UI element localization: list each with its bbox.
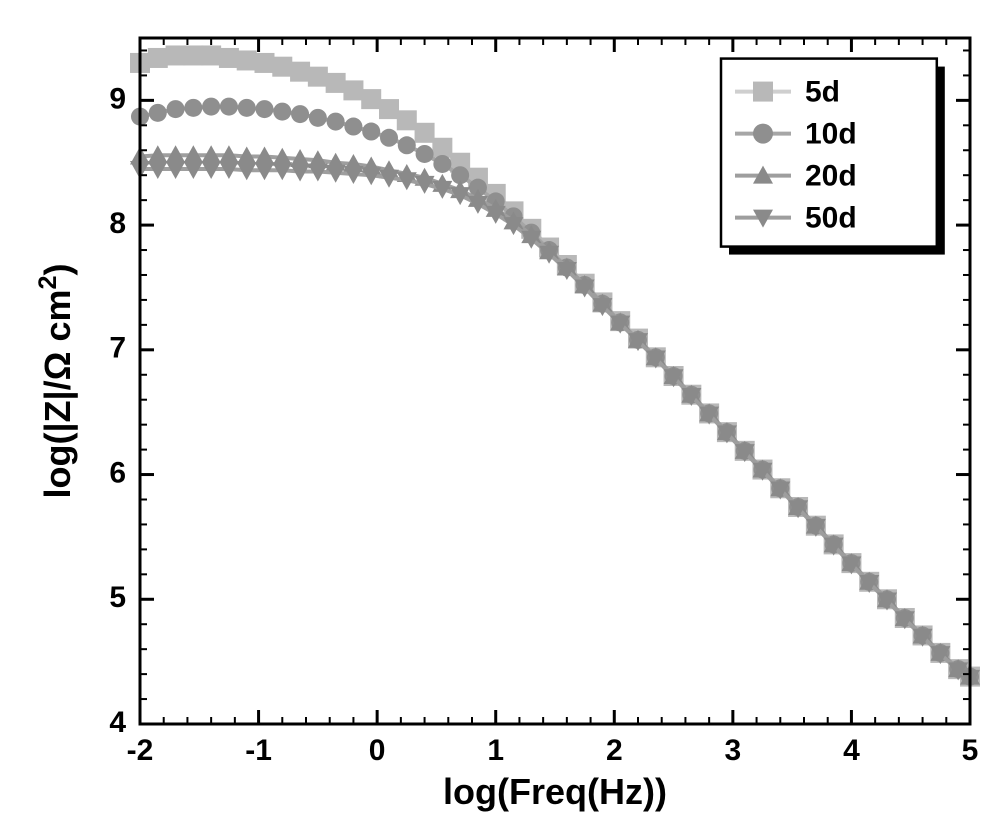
legend-label: 50d [805,202,857,235]
chart-container: -2 -1 0 1 2 3 4 5 log(Freq(Hz)) 4 5 6 7 8 9 log(|Z|/Ω c… [0,0,1000,829]
y-axis-title: log(|Z|/Ω cm2) [34,263,79,498]
y-tick-label: 4 [109,706,126,739]
legend-label: 10d [805,118,857,151]
y-tick-label: 6 [109,456,126,489]
x-tick-label: 4 [843,734,860,767]
bode-plot: -2 -1 0 1 2 3 4 5 log(Freq(Hz)) 4 5 6 7 8 9 log(|Z|/Ω c… [0,0,1000,829]
x-tick-label: 2 [606,734,623,767]
x-tick-label: -1 [245,734,272,767]
legend-label: 5d [805,76,840,109]
x-tick-label: 0 [369,734,386,767]
x-tick-label: 3 [725,734,742,767]
y-tick-label: 5 [109,581,126,614]
x-tick-label: 1 [487,734,504,767]
x-axis-title: log(Freq(Hz)) [443,771,667,812]
y-tick-label: 7 [109,332,126,365]
legend-label: 20d [805,160,857,193]
legend: 5d 10d 20d 50d [721,59,945,255]
y-tick-label: 9 [109,82,126,115]
x-tick-label: -2 [127,734,154,767]
y-tick-label: 8 [109,207,126,240]
x-tick-label: 5 [962,734,979,767]
